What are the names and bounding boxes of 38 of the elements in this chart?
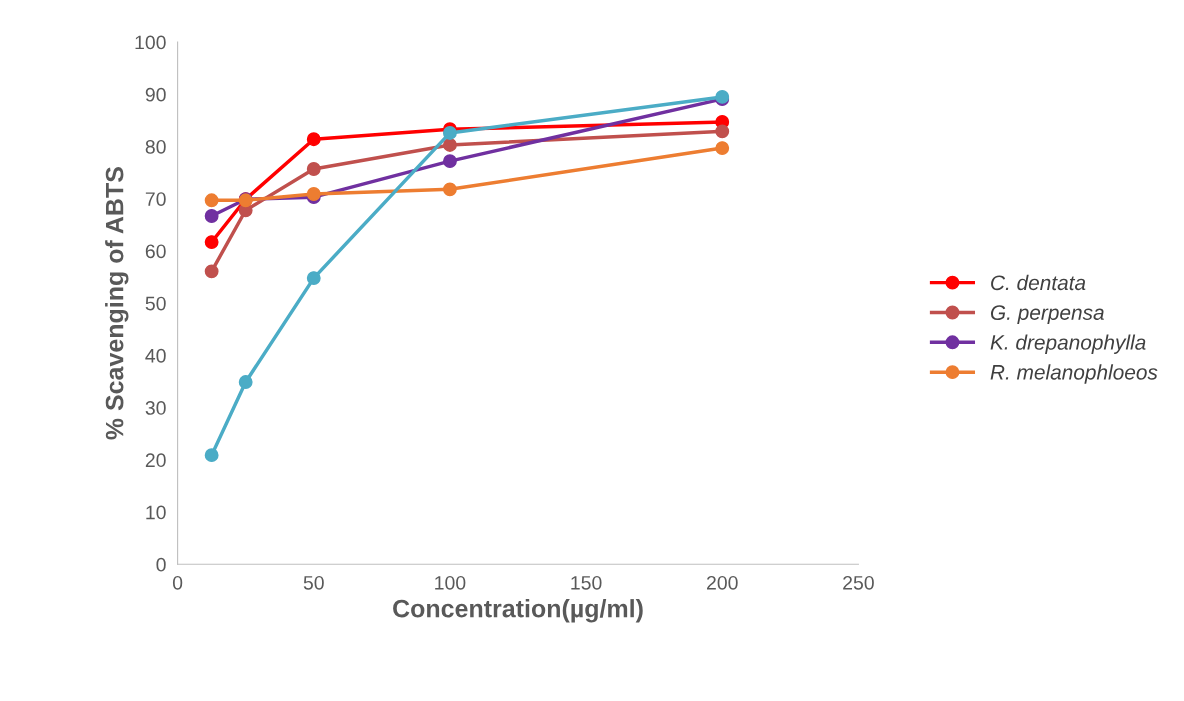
legend-label: C. dentata [991, 274, 1086, 291]
point [204, 448, 219, 463]
y-tick-label: 90 [145, 87, 166, 102]
y-tick-label: 40 [145, 348, 166, 363]
y-tick-label: 100 [135, 35, 166, 50]
point [715, 124, 730, 139]
legend-label: R. melanophloeos [990, 364, 1158, 384]
y-tick-label: 70 [145, 192, 166, 206]
point [204, 209, 219, 223]
y-tick-label: 0 [156, 557, 166, 572]
y-tick-label: 80 [145, 139, 166, 154]
point [306, 187, 321, 201]
point [306, 271, 321, 286]
point [238, 375, 253, 389]
point [204, 193, 219, 208]
y-tick-label: 20 [145, 453, 166, 468]
point [306, 162, 321, 176]
point [442, 137, 457, 152]
point [715, 141, 730, 156]
x-tick-label: 250 [843, 575, 874, 590]
legend-label: G. perpensa [990, 305, 1104, 325]
point [442, 182, 457, 197]
point [442, 154, 457, 169]
point [306, 132, 321, 147]
x-tick-label: 50 [303, 575, 324, 590]
y-tick-label: 50 [145, 296, 166, 311]
y-tick-label: 60 [145, 244, 166, 259]
x-axis-title: Concentration(µg/ml) [393, 599, 643, 623]
x-tick-label: 150 [571, 575, 602, 590]
y-axis-title: % Scavenging of ABTS [105, 167, 129, 440]
y-tick-label: 30 [145, 401, 166, 415]
point [204, 235, 219, 250]
legend-label: K. drepanophylla [990, 334, 1146, 354]
y-tick-label: 10 [146, 505, 166, 520]
x-tick-label: 0 [172, 575, 183, 590]
x-tick-label: 200 [707, 575, 738, 590]
point [204, 264, 219, 279]
x-tick-label: 100 [435, 575, 466, 590]
